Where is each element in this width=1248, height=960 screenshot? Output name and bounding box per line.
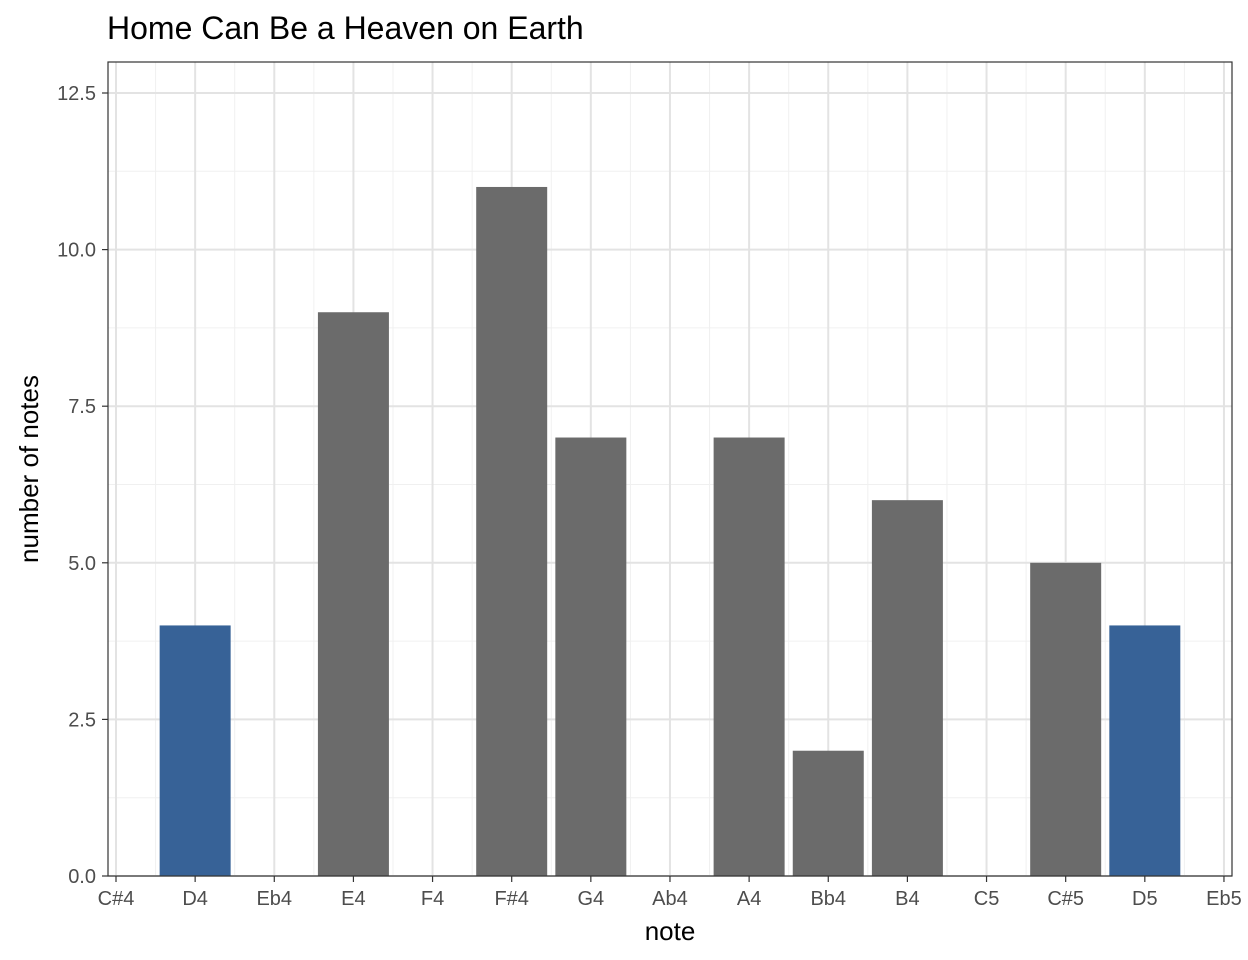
chart-title: Home Can Be a Heaven on Earth — [107, 10, 584, 46]
x-tick-label: E4 — [341, 888, 365, 910]
x-tick-label: B4 — [895, 888, 919, 910]
y-tick-label: 5.0 — [68, 553, 96, 575]
bars — [159, 186, 1181, 876]
bar-bb4 — [792, 750, 864, 876]
bar-d5 — [1109, 625, 1181, 876]
bar-fsharp4 — [476, 186, 548, 876]
bar-csharp5 — [1030, 562, 1102, 876]
x-tick-label: A4 — [737, 888, 761, 910]
x-axis: C#4 D4 Eb4 E4 F4 F#4 G4 Ab4 A4 Bb4 B4 C5 C#5 D5 Eb5 — [98, 876, 1242, 910]
x-tick-label: F#4 — [494, 888, 528, 910]
x-tick-label: Eb5 — [1206, 888, 1242, 910]
y-tick-label: 7.5 — [68, 396, 96, 418]
y-tick-label: 10.0 — [57, 240, 96, 262]
x-tick-label: C5 — [974, 888, 1000, 910]
x-tick-label: C#4 — [98, 888, 135, 910]
bar-b4 — [871, 500, 943, 876]
x-tick-label: F4 — [421, 888, 444, 910]
y-tick-label: 0.0 — [68, 866, 96, 888]
x-axis-title: note — [645, 916, 696, 946]
x-tick-label: Eb4 — [256, 888, 292, 910]
y-axis: 0.0 2.5 5.0 7.5 10.0 12.5 — [57, 83, 108, 888]
y-axis-title: number of notes — [14, 375, 44, 563]
x-tick-label: D4 — [182, 888, 208, 910]
bar-g4 — [555, 437, 627, 876]
bar-d4 — [159, 625, 231, 876]
x-tick-label: Bb4 — [810, 888, 846, 910]
x-tick-label: C#5 — [1047, 888, 1084, 910]
y-tick-label: 12.5 — [57, 83, 96, 105]
x-tick-label: Ab4 — [652, 888, 688, 910]
x-tick-label: G4 — [577, 888, 604, 910]
bar-a4 — [713, 437, 785, 876]
y-tick-label: 2.5 — [68, 709, 96, 731]
x-tick-label: D5 — [1132, 888, 1158, 910]
bar-e4 — [317, 312, 389, 876]
